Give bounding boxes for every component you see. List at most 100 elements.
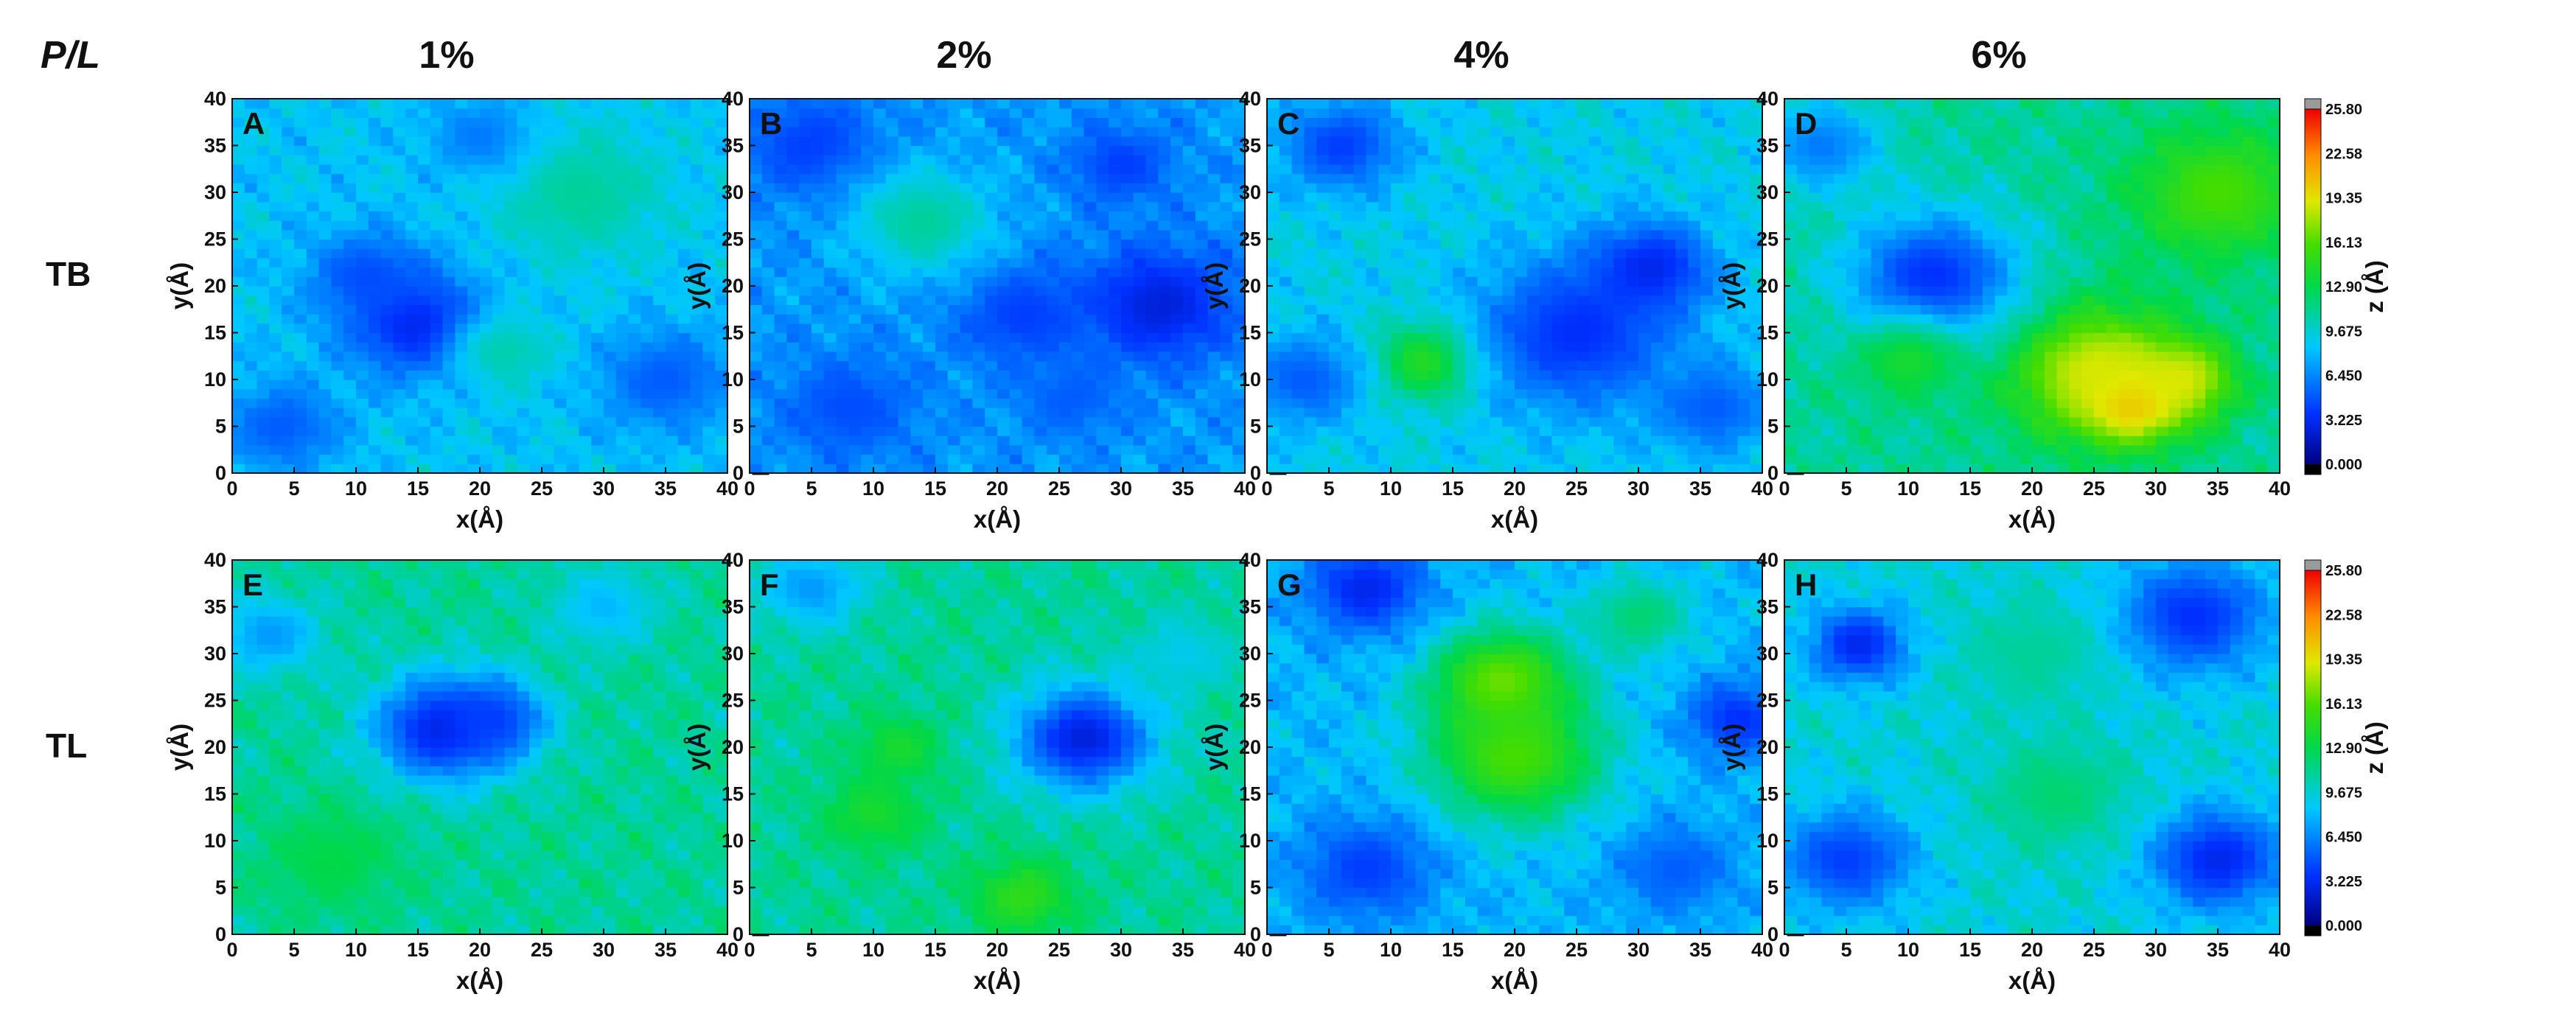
- heatmap-cell: [1170, 173, 1184, 183]
- heatmap-cell: [848, 99, 862, 109]
- heatmap-cell: [1465, 398, 1479, 408]
- heatmap-cell: [1059, 201, 1072, 211]
- heatmap-cell: [985, 379, 998, 390]
- heatmap-cell: [1145, 201, 1159, 211]
- heatmap-cell: [1626, 173, 1639, 183]
- heatmap-cell: [1712, 360, 1726, 371]
- heatmap-cell: [1539, 295, 1552, 305]
- heatmap-cell: [1453, 136, 1466, 147]
- heatmap-cell: [467, 342, 481, 352]
- heatmap-cell: [615, 145, 629, 155]
- heatmap-cell: [1232, 454, 1246, 464]
- heatmap-cell: [244, 201, 258, 211]
- heatmap-cell: [1329, 201, 1342, 211]
- heatmap-cell: [1626, 388, 1639, 399]
- heatmap-cell: [343, 99, 357, 109]
- heatmap-cell: [910, 211, 924, 221]
- heatmap-cell: [702, 220, 716, 231]
- heatmap-cell: [1725, 444, 1738, 455]
- heatmap-cell: [306, 267, 320, 277]
- heatmap-cell: [1453, 323, 1466, 334]
- heatmap-cell: [331, 239, 344, 249]
- heatmap-cell: [1465, 332, 1479, 343]
- heatmap-cell: [1490, 314, 1503, 324]
- heatmap-cell: [1428, 201, 1441, 211]
- heatmap-cell: [1750, 295, 1763, 305]
- heatmap-cell: [1638, 332, 1652, 343]
- heatmap-cell: [480, 267, 493, 277]
- heatmap-cell: [786, 435, 800, 446]
- heatmap-cell: [985, 164, 998, 175]
- heatmap-cell: [1465, 304, 1479, 315]
- heatmap-cell: [442, 192, 455, 203]
- heatmap-cell: [836, 463, 849, 474]
- heatmap-cell: [615, 239, 629, 249]
- heatmap-cell: [677, 454, 691, 464]
- heatmap-cell: [1626, 370, 1639, 380]
- heatmap-cell: [504, 379, 517, 390]
- heatmap-cell: [1083, 239, 1097, 249]
- heatmap-cell: [455, 192, 468, 203]
- heatmap-cell: [1737, 407, 1751, 418]
- heatmap-cell: [282, 407, 295, 418]
- heatmap-cell: [1725, 155, 1738, 165]
- heatmap-cell: [529, 426, 542, 436]
- heatmap-cell: [517, 360, 530, 371]
- heatmap-cell: [1465, 342, 1479, 352]
- heatmap-cell: [1145, 108, 1159, 118]
- heatmap-cell: [418, 407, 431, 418]
- heatmap-cell: [811, 229, 825, 240]
- heatmap-cell: [1465, 229, 1479, 240]
- heatmap-cell: [1490, 388, 1503, 399]
- heatmap-cell: [1440, 304, 1453, 315]
- heatmap-cell: [885, 416, 899, 427]
- heatmap-cell: [1526, 416, 1540, 427]
- heatmap-cell: [1440, 173, 1453, 183]
- heatmap-cell: [1626, 416, 1639, 427]
- heatmap-cells: [750, 99, 1246, 474]
- heatmap-cell: [591, 323, 604, 334]
- heatmap-cell: [836, 323, 849, 334]
- heatmap-cell: [529, 108, 542, 118]
- heatmap-cell: [848, 201, 862, 211]
- heatmap-cell: [1526, 370, 1540, 380]
- heatmap-cell: [1378, 211, 1392, 221]
- heatmap-cell: [1539, 276, 1552, 287]
- heatmap-cell: [848, 426, 862, 436]
- heatmap-cell: [1750, 416, 1763, 427]
- heatmap-cell: [1207, 286, 1221, 296]
- heatmap-cell: [517, 192, 530, 203]
- heatmap-cell: [786, 183, 800, 193]
- heatmap-cell: [380, 304, 394, 315]
- heatmap-cell: [393, 342, 406, 352]
- heatmap-cell: [985, 342, 998, 352]
- heatmap-cell: [1465, 183, 1479, 193]
- heatmap-cell: [1403, 304, 1417, 315]
- heatmap-cell: [910, 398, 924, 408]
- heatmap-cell: [1688, 463, 1701, 474]
- heatmap-cell: [799, 407, 812, 418]
- heatmap-cell: [318, 388, 332, 399]
- heatmap-cell: [1465, 426, 1479, 436]
- heatmap-cell: [1083, 183, 1097, 193]
- heatmap-cell: [554, 435, 568, 446]
- heatmap-cell: [1195, 239, 1209, 249]
- heatmap-cell: [786, 426, 800, 436]
- heatmap-cell: [628, 248, 641, 259]
- heatmap-cell: [256, 136, 270, 147]
- heatmap-cell: [455, 332, 468, 343]
- heatmap-cell: [1626, 108, 1639, 118]
- heatmap-cell: [677, 351, 691, 362]
- heatmap-cell: [1145, 351, 1159, 362]
- heatmap-cell: [405, 416, 419, 427]
- heatmap-cell: [430, 426, 444, 436]
- heatmap-cell: [1601, 136, 1614, 147]
- heatmap-cell: [1096, 164, 1109, 175]
- heatmap-cell: [294, 304, 307, 315]
- heatmap-cell: [368, 304, 382, 315]
- heatmap-cell: [579, 173, 592, 183]
- heatmap-cell: [811, 117, 825, 127]
- heatmap-cell: [786, 286, 800, 296]
- heatmap-cell: [972, 117, 985, 127]
- heatmap-cell: [1526, 108, 1540, 118]
